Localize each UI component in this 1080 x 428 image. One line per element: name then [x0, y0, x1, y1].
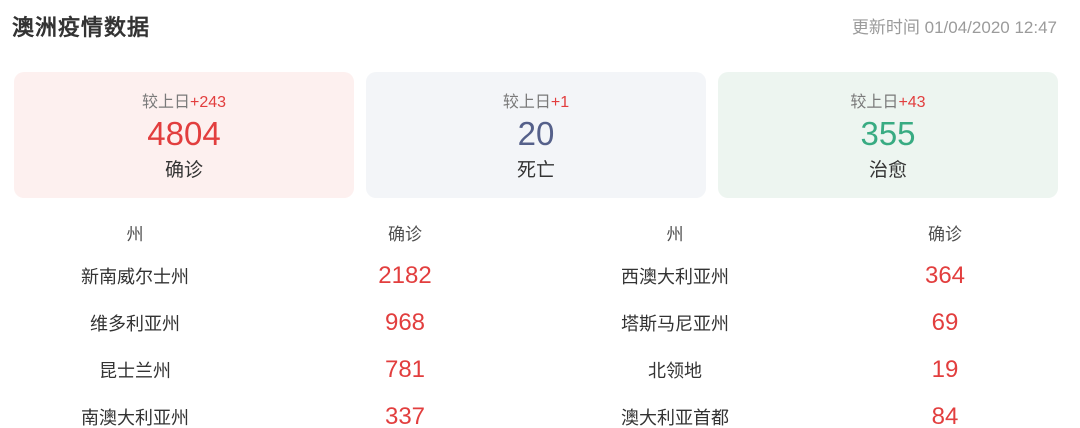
confirmed-count-cell: 968 [384, 308, 426, 336]
deaths-value: 20 [517, 115, 555, 153]
update-time-label: 更新时间 [851, 18, 920, 37]
deaths-delta-label: 较上日 [502, 94, 551, 112]
state-name-cell: 维多利亚州 [90, 313, 180, 334]
column-header-state-left: 州 [126, 224, 144, 244]
confirmed-label: 确诊 [164, 159, 203, 181]
summary-cards: 较上日+243 4804 确诊 较上日+1 20 死亡 较上日+43 355 治… [14, 72, 1058, 198]
cured-delta-label: 较上日 [850, 94, 899, 112]
update-time: 更新时间 01/04/2020 12:47 [852, 10, 1057, 38]
confirmed-count-cell: 781 [384, 355, 426, 383]
confirmed-count-cell: 84 [931, 402, 959, 428]
cured-value: 355 [860, 115, 916, 153]
cured-delta-value: +43 [898, 94, 926, 112]
state-name-cell: 澳大利亚首都 [621, 407, 729, 428]
confirmed-delta-value: +243 [189, 94, 227, 112]
cured-delta: 较上日+43 [850, 88, 925, 112]
card-deaths: 较上日+1 20 死亡 [366, 72, 706, 198]
confirmed-count-cell: 364 [924, 261, 966, 289]
card-cured: 较上日+43 355 治愈 [718, 72, 1058, 198]
deaths-delta-value: +1 [550, 94, 570, 112]
confirmed-count-cell: 337 [384, 402, 426, 428]
confirmed-count-cell: 19 [931, 355, 959, 383]
state-name-cell: 南澳大利亚州 [81, 407, 189, 428]
confirmed-count-cell: 2182 [378, 261, 432, 289]
state-name-cell: 昆士兰州 [99, 360, 171, 381]
deaths-label: 死亡 [516, 159, 555, 181]
states-table: 州 确诊 州 确诊 新南威尔士州 2182 西澳大利亚州 364 维多利亚州 9… [0, 212, 1080, 428]
state-name-cell: 塔斯马尼亚州 [621, 313, 729, 334]
state-name-cell: 西澳大利亚州 [621, 266, 729, 287]
cured-label: 治愈 [868, 159, 907, 181]
page-title: 澳洲疫情数据 [12, 15, 151, 40]
column-header-state-right: 州 [666, 224, 684, 244]
confirmed-delta: 较上日+243 [142, 88, 226, 112]
card-confirmed: 较上日+243 4804 确诊 [14, 72, 354, 198]
confirmed-count-cell: 69 [931, 308, 959, 336]
confirmed-value: 4804 [147, 115, 221, 153]
deaths-delta: 较上日+1 [503, 88, 569, 112]
state-name-cell: 新南威尔士州 [81, 266, 189, 287]
confirmed-delta-label: 较上日 [141, 94, 190, 112]
update-time-value: 01/04/2020 12:47 [924, 18, 1057, 37]
topbar: 澳洲疫情数据 更新时间 01/04/2020 12:47 [0, 0, 1080, 42]
column-header-confirmed-right: 确诊 [928, 224, 962, 244]
column-header-confirmed-left: 确诊 [388, 224, 422, 244]
state-name-cell: 北领地 [648, 360, 702, 381]
